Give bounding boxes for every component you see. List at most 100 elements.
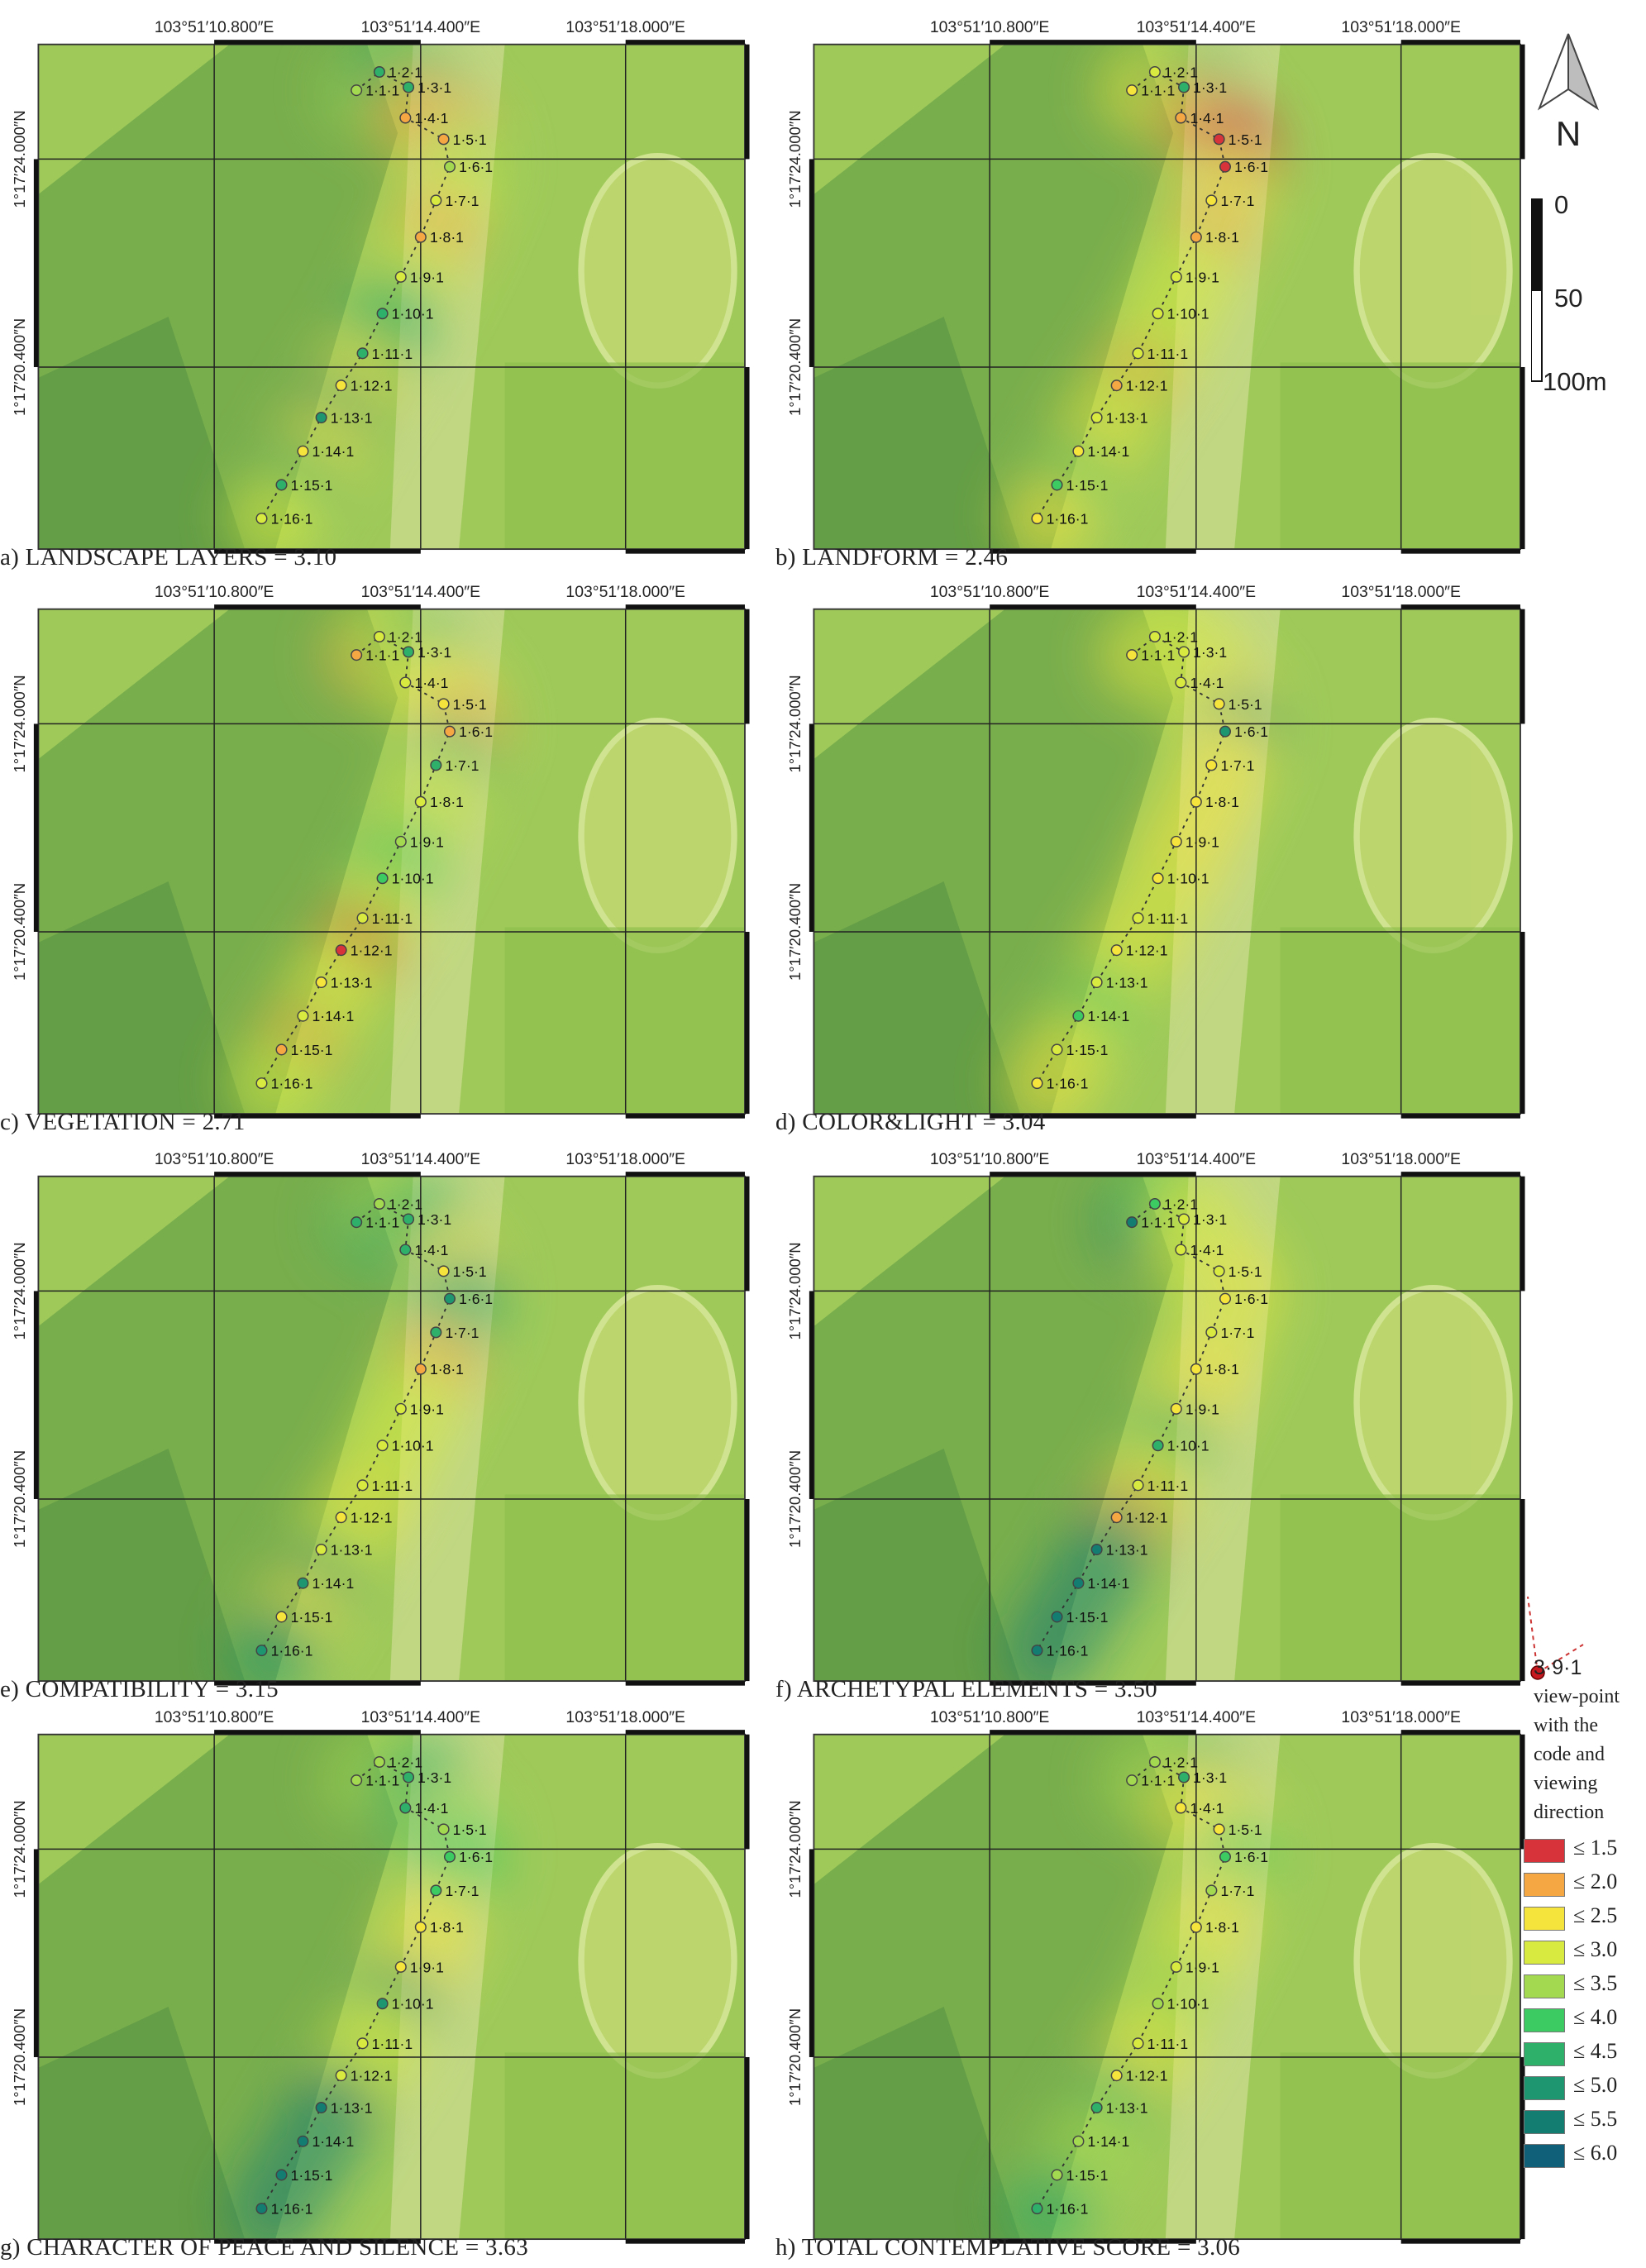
longitude-label: 103°51′14.400″E [1137,18,1257,36]
neatline-segment [33,159,39,367]
viewpoint-marker [414,795,427,808]
viewpoint-legend-line: direction [1534,1802,1605,1823]
neatline-segment [214,2239,421,2244]
neatline-segment [744,2056,750,2240]
viewpoint-label: 1·11·1 [372,1478,413,1494]
map-svg: 1·1·1 1·2·11·3·1 1·4·1 1·5·1 1·6·1 1·7·1 1·8·1… [11,1708,750,2244]
viewpoint-label: 1·3·1 [417,1211,451,1228]
viewpoint-marker [373,1197,385,1210]
longitude-label: 103°51′14.400″E [1137,583,1257,601]
viewpoint-marker [1175,1244,1187,1256]
viewpoint-label: 1·2·1 [1164,628,1198,645]
viewpoint-marker [1126,1774,1138,1787]
neatline-segment [1400,549,1520,554]
viewpoint-marker [1213,1823,1225,1836]
legend-swatch [1524,1873,1565,1897]
viewpoint-label: 1·4·1 [414,110,448,127]
viewpoint-marker [1132,912,1144,924]
field-area [504,362,745,550]
neatline-segment [990,1730,1196,1735]
latitude-label: 1°17′24.000″N [786,1242,804,1339]
score-heatmap [1003,44,1284,550]
viewpoint-marker [1219,160,1232,173]
viewpoint-label: 1·1·1 [365,1773,399,1789]
viewpoint-marker [1090,1543,1103,1556]
map-body: 1·1·1 1·2·11·3·1 1·4·1 1·5·1 1·6·1 1·7·1 1·8·1… [813,609,1520,1115]
viewpoint-label: 1·16·1 [1047,2201,1089,2218]
stadium-track [1353,718,1513,953]
latitude-label: 1°17′24.000″N [786,110,804,208]
viewpoint-marker [315,2101,327,2114]
viewpoint-label: 1·13·1 [331,974,373,991]
latitude-label: 1°17′20.400″N [11,1450,28,1548]
viewpoint-label: 1·7·1 [1220,1883,1254,1899]
viewpoint-marker [275,1043,288,1056]
viewpoint-label: 1·13·1 [1106,409,1148,426]
route-path [1036,1202,1226,1651]
viewpoint-label: 1·12·1 [351,378,393,394]
neatline-segment [990,1681,1196,1686]
route-path [260,635,451,1084]
viewpoint-marker [1051,479,1063,491]
neatline-segment [625,2239,745,2244]
viewpoint-marker [1148,630,1161,643]
route-path [1036,635,1226,1084]
viewpoint-label: 1·4·1 [414,1242,448,1258]
viewpoint-marker [376,872,389,885]
longitude-label: 103°51′18.000″E [1341,1708,1461,1726]
score-color-legend: ≤ 1.5 ≤ 2.0 ≤ 2.5 ≤ 3.0 ≤ 3.5 ≤ 4.0 ≤ 4.… [1524,1836,1646,2175]
viewpoint-label: 1·1·1 [365,647,399,664]
viewpoint-label: 1·8·1 [430,229,464,246]
viewpoint-label: 1·4·1 [414,1800,448,1817]
neatline-segment [744,1176,750,1292]
viewpoint-marker [399,112,412,124]
viewpoint-label: 1·7·1 [445,1883,479,1899]
viewpoint-label: 1·3·1 [1193,644,1227,661]
viewpoint-label: 1·15·1 [1066,1042,1109,1058]
viewpoint-marker [1072,2135,1085,2147]
viewpoint-marker [414,1363,427,1375]
neatline-segment [1520,1734,1525,1850]
viewpoint-marker [1148,1755,1161,1769]
stadium-track [1353,153,1513,389]
longitude-label: 103°51′10.800″E [930,583,1050,601]
viewpoint-label: 1·16·1 [1047,1076,1089,1092]
longitude-label: 103°51′18.000″E [565,1708,685,1726]
viewpoint-label: 1·16·1 [271,1643,313,1659]
viewpoint-label: 1·12·1 [1126,1510,1168,1526]
viewpoint-label: 1·14·1 [313,443,355,460]
viewpoint-label: 1·13·1 [331,1541,373,1558]
viewpoint-marker [1148,65,1161,79]
map-body: 1·1·1 1·2·11·3·1 1·4·1 1·5·1 1·6·1 1·7·1 1·8·1… [813,44,1520,550]
viewpoint-marker [1126,1216,1138,1229]
map-body: 1·1·1 1·2·11·3·1 1·4·1 1·5·1 1·6·1 1·7·1 1·8·1… [813,1734,1520,2240]
viewpoint-marker [1090,411,1103,424]
viewpoint-marker [1051,2169,1063,2181]
neatline-segment [214,40,421,45]
latitude-label: 1°17′20.400″N [786,1450,804,1548]
viewpoint-marker [403,81,415,93]
viewpoint-label: 1·9·1 [410,1401,444,1417]
viewpoint-label: 1·3·1 [1193,1769,1227,1786]
legend-swatch [1524,1839,1565,1863]
panel-caption: b) LANDFORM = 2.46 [775,544,1009,571]
map-svg: 1·1·1 1·2·11·3·1 1·4·1 1·5·1 1·6·1 1·7·1 1·8·1… [786,1708,1525,2244]
viewpoint-marker [356,1479,369,1492]
score-heatmap [1003,1176,1284,1682]
map-svg: 1·1·1 1·2·11·3·1 1·4·1 1·5·1 1·6·1 1·7·1 1·8·1… [786,18,1525,554]
viewpoint-marker [1031,1077,1043,1090]
viewpoint-marker [1110,944,1123,957]
viewpoint-marker [1190,1363,1202,1375]
viewpoint-label: 1·4·1 [1190,1242,1224,1258]
neatline-segment [1400,1730,1520,1735]
viewpoint-label: 1·12·1 [351,1510,393,1526]
viewpoint-label: 1·2·1 [1164,64,1198,80]
viewpoint-label: 1·8·1 [430,794,464,810]
legend-row: ≤ 2.5 [1524,1903,1646,1937]
viewpoint-label: 1·12·1 [1126,378,1168,394]
viewpoint-marker [275,479,288,491]
viewpoint-label: 1·11·1 [372,910,413,927]
neatline-segment [1520,2056,1525,2240]
heat-blob [227,472,320,550]
viewpoint-label: 1·15·1 [291,477,333,494]
